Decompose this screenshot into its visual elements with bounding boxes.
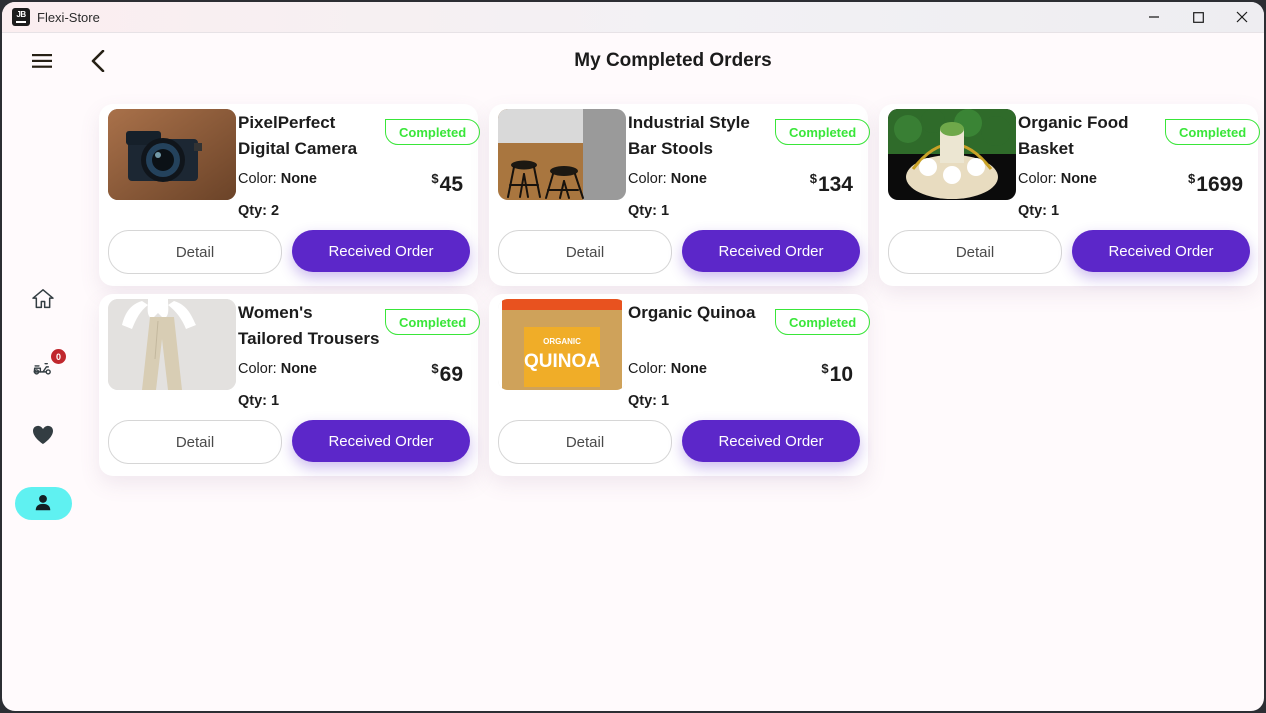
svg-text:QUINOA: QUINOA	[524, 351, 600, 372]
svg-text:ORGANIC: ORGANIC	[543, 337, 581, 346]
